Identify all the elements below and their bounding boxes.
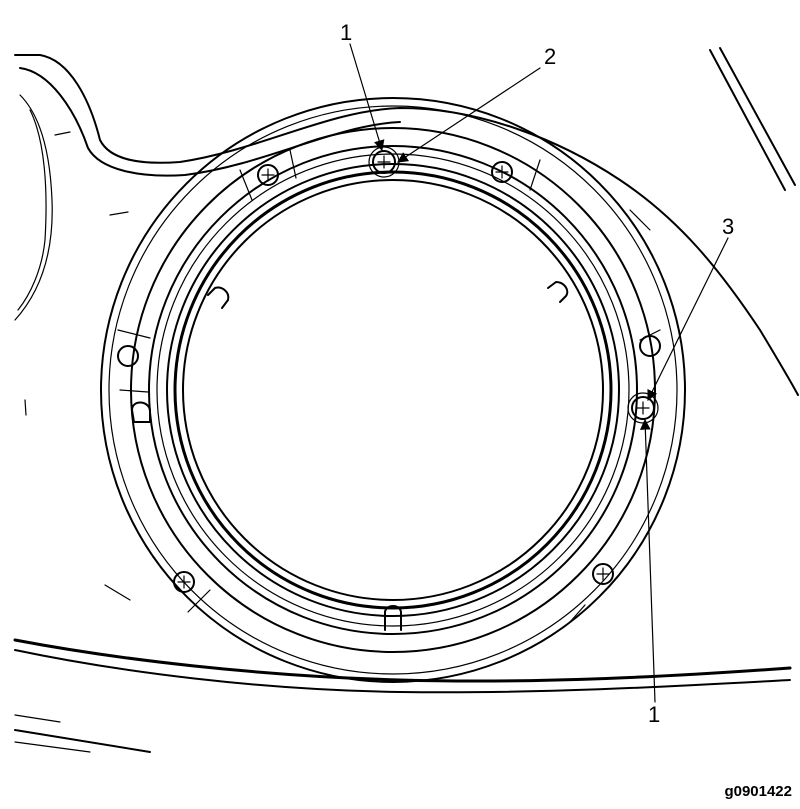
lower-trim-lines — [13, 638, 792, 753]
screw-lower-right — [592, 563, 614, 585]
leader-right-3 — [647, 237, 729, 401]
fastener-top — [368, 146, 400, 178]
speaker-ring — [100, 97, 686, 683]
leader-bottom-1 — [639, 418, 656, 703]
retaining-tabs — [131, 281, 569, 631]
leader-lines — [349, 43, 729, 703]
callout-right-3: 3 — [722, 214, 734, 239]
fastener-right — [627, 392, 659, 424]
leader-top-1 — [349, 43, 385, 152]
mounting-screws — [173, 146, 659, 593]
screw-lower-left — [173, 571, 195, 593]
callout-top-1: 1 — [340, 20, 352, 45]
callout-bottom-1: 1 — [648, 702, 660, 727]
locating-pins — [117, 335, 661, 367]
figure-id: g0901422 — [724, 783, 792, 800]
leader-top-2 — [397, 67, 541, 163]
door-panel-outline — [14, 47, 799, 601]
ring-ribs — [117, 149, 661, 623]
callout-top-2: 2 — [544, 44, 556, 69]
screw-upper-left — [257, 164, 279, 186]
screw-upper-right — [491, 161, 513, 183]
